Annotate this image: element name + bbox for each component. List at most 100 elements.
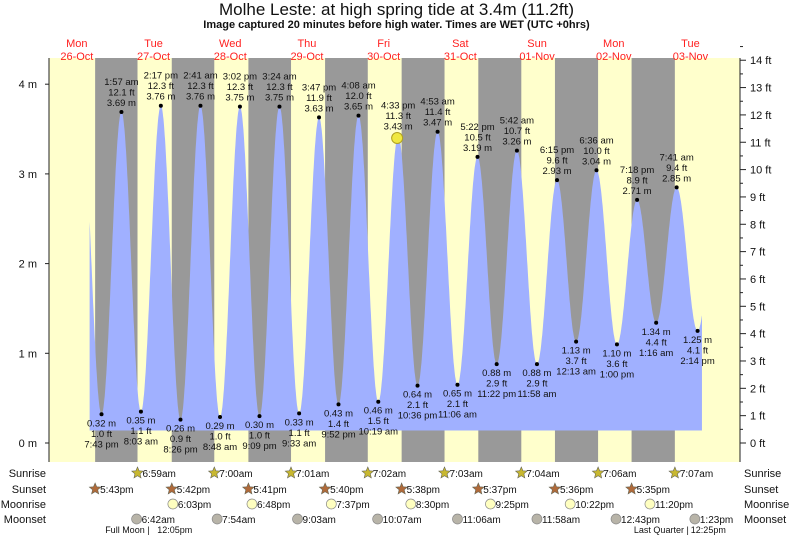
- moonrise-time: 8:30pm: [416, 500, 449, 511]
- sunset-time: 5:43pm: [100, 485, 133, 496]
- high-tide-ft-label: 12.3 ft: [187, 81, 214, 92]
- moonset-time: 6:42am: [142, 515, 175, 526]
- day-name-label: Mon: [603, 38, 624, 50]
- ft-tick-label: 6 ft: [750, 274, 765, 286]
- low-tide-m-label: 0.46 m: [364, 406, 393, 417]
- sunset-star-icon: [318, 482, 332, 495]
- low-tide-m-label: 0.43 m: [324, 408, 353, 419]
- moonset-moon-icon: [372, 513, 383, 525]
- moonset-time: 9:03am: [303, 515, 336, 526]
- low-tide-ft-label: 1.0 ft: [249, 431, 270, 442]
- high-tide-m-label: 3.19 m: [463, 143, 492, 154]
- high-tide-time-label: 3:47 pm: [302, 82, 336, 93]
- sunset-row-label-right: Sunset: [744, 484, 778, 496]
- moonrise-time: 10:22pm: [575, 500, 614, 511]
- high-tide-ft-label: 12.3 ft: [266, 82, 293, 93]
- low-tide-ft-label: 2.9 ft: [486, 379, 507, 390]
- low-tide-point: [455, 382, 460, 387]
- sunrise-time: 7:01am: [296, 469, 329, 480]
- m-tick-label: 4 m: [19, 79, 37, 91]
- high-tide-ft-label: 11.4 ft: [425, 107, 451, 118]
- low-tide-time-label: 8:03 am: [124, 437, 158, 448]
- low-tide-ft-label: 1.1 ft: [130, 426, 151, 437]
- high-tide-time-label: 5:22 pm: [460, 122, 494, 133]
- high-tide-point: [475, 154, 480, 159]
- ft-tick-label: 9 ft: [750, 192, 765, 204]
- day-date-label: 29-Oct: [290, 51, 323, 63]
- ft-tick-label: 11 ft: [750, 137, 771, 149]
- sunrise-time: 6:59am: [143, 469, 176, 480]
- moonrise-row-label-left: Moonrise: [1, 499, 46, 511]
- low-tide-ft-label: 2.9 ft: [526, 379, 547, 390]
- high-tide-ft-label: 8.9 ft: [627, 175, 648, 186]
- high-tide-point: [198, 103, 203, 108]
- low-tide-time-label: 9:33 am: [282, 438, 316, 449]
- low-tide-time-label: 11:06 am: [438, 410, 477, 421]
- low-tide-point: [178, 417, 183, 422]
- day-name-label: Wed: [219, 38, 241, 50]
- moonset-time: 10:07am: [383, 515, 422, 526]
- high-tide-ft-label: 10.0 ft: [583, 146, 610, 157]
- moonset-moon-icon: [211, 513, 223, 525]
- high-tide-time-label: 4:08 am: [341, 81, 375, 92]
- ft-tick-label: 4 ft: [750, 329, 765, 341]
- sunset-time: 5:41pm: [253, 485, 286, 496]
- ft-tick-label: 13 ft: [750, 83, 771, 95]
- sunset-time: 5:38pm: [407, 485, 440, 496]
- low-tide-m-label: 1.13 m: [562, 346, 591, 357]
- moonrise-moon-icon: [325, 498, 337, 510]
- high-tide-point: [356, 113, 361, 118]
- moon-phase-time: 12:25pm: [691, 525, 726, 535]
- low-tide-time-label: 2:14 pm: [680, 356, 714, 367]
- low-tide-time-label: 10:19 am: [358, 427, 398, 438]
- moonset-row-label-left: Moonset: [4, 514, 46, 526]
- moon-phase-label: Full Moon |: [105, 525, 149, 535]
- sunrise-time: 7:07am: [680, 469, 713, 480]
- low-tide-point: [494, 362, 499, 367]
- sunset-star-icon: [548, 482, 562, 495]
- low-tide-m-label: 0.64 m: [403, 390, 432, 401]
- sunset-star-icon: [395, 482, 409, 495]
- low-tide-point: [695, 328, 700, 333]
- sunrise-time: 7:02am: [373, 469, 406, 480]
- high-tide-time-label: 7:41 am: [659, 152, 693, 163]
- moonrise-moon-icon: [564, 498, 576, 510]
- low-tide-time-label: 1:16 am: [639, 348, 673, 359]
- day-name-label: Sat: [452, 38, 469, 50]
- day-date-label: 30-Oct: [367, 51, 400, 63]
- high-tide-point: [277, 104, 282, 109]
- high-tide-m-label: 3.47 m: [423, 118, 452, 129]
- high-tide-point: [435, 129, 440, 134]
- low-tide-time-label: 9:09 pm: [242, 441, 276, 452]
- low-tide-ft-label: 1.0 ft: [91, 429, 112, 440]
- low-tide-m-label: 0.32 m: [87, 418, 116, 429]
- moonset-moon-icon: [531, 513, 543, 525]
- high-tide-point: [158, 103, 163, 108]
- low-tide-point: [297, 411, 302, 416]
- high-tide-m-label: 3.63 m: [305, 103, 334, 114]
- moon-phase-time: 12:05pm: [157, 525, 192, 535]
- high-tide-m-label: 2.93 m: [543, 166, 572, 177]
- sunset-star-icon: [625, 482, 639, 495]
- sunrise-time: 7:03am: [450, 469, 483, 480]
- sunset-row-label-left: Sunset: [12, 484, 46, 496]
- sunset-star-icon: [88, 482, 102, 495]
- high-tide-time-label: 6:15 pm: [540, 145, 574, 156]
- moonset-time: 1:23pm: [700, 515, 733, 526]
- ft-tick-label: 3 ft: [750, 356, 765, 368]
- ft-tick-label: 1 ft: [750, 411, 765, 423]
- high-tide-point: [674, 185, 679, 190]
- moonrise-time: 11:20pm: [655, 500, 693, 511]
- low-tide-time-label: 7:43 pm: [84, 439, 118, 450]
- moonrise-time: 6:03pm: [178, 500, 211, 511]
- moonrise-moon-icon: [246, 498, 258, 510]
- high-tide-time-label: 3:02 pm: [223, 72, 257, 83]
- high-tide-m-label: 2.71 m: [623, 186, 652, 197]
- sunrise-row-label-left: Sunrise: [9, 468, 46, 480]
- high-tide-ft-label: 11.3 ft: [385, 111, 411, 122]
- sunset-time: 5:37pm: [483, 485, 516, 496]
- moonset-moon-icon: [131, 513, 142, 525]
- low-tide-point: [415, 383, 420, 388]
- low-tide-m-label: 0.65 m: [443, 389, 472, 400]
